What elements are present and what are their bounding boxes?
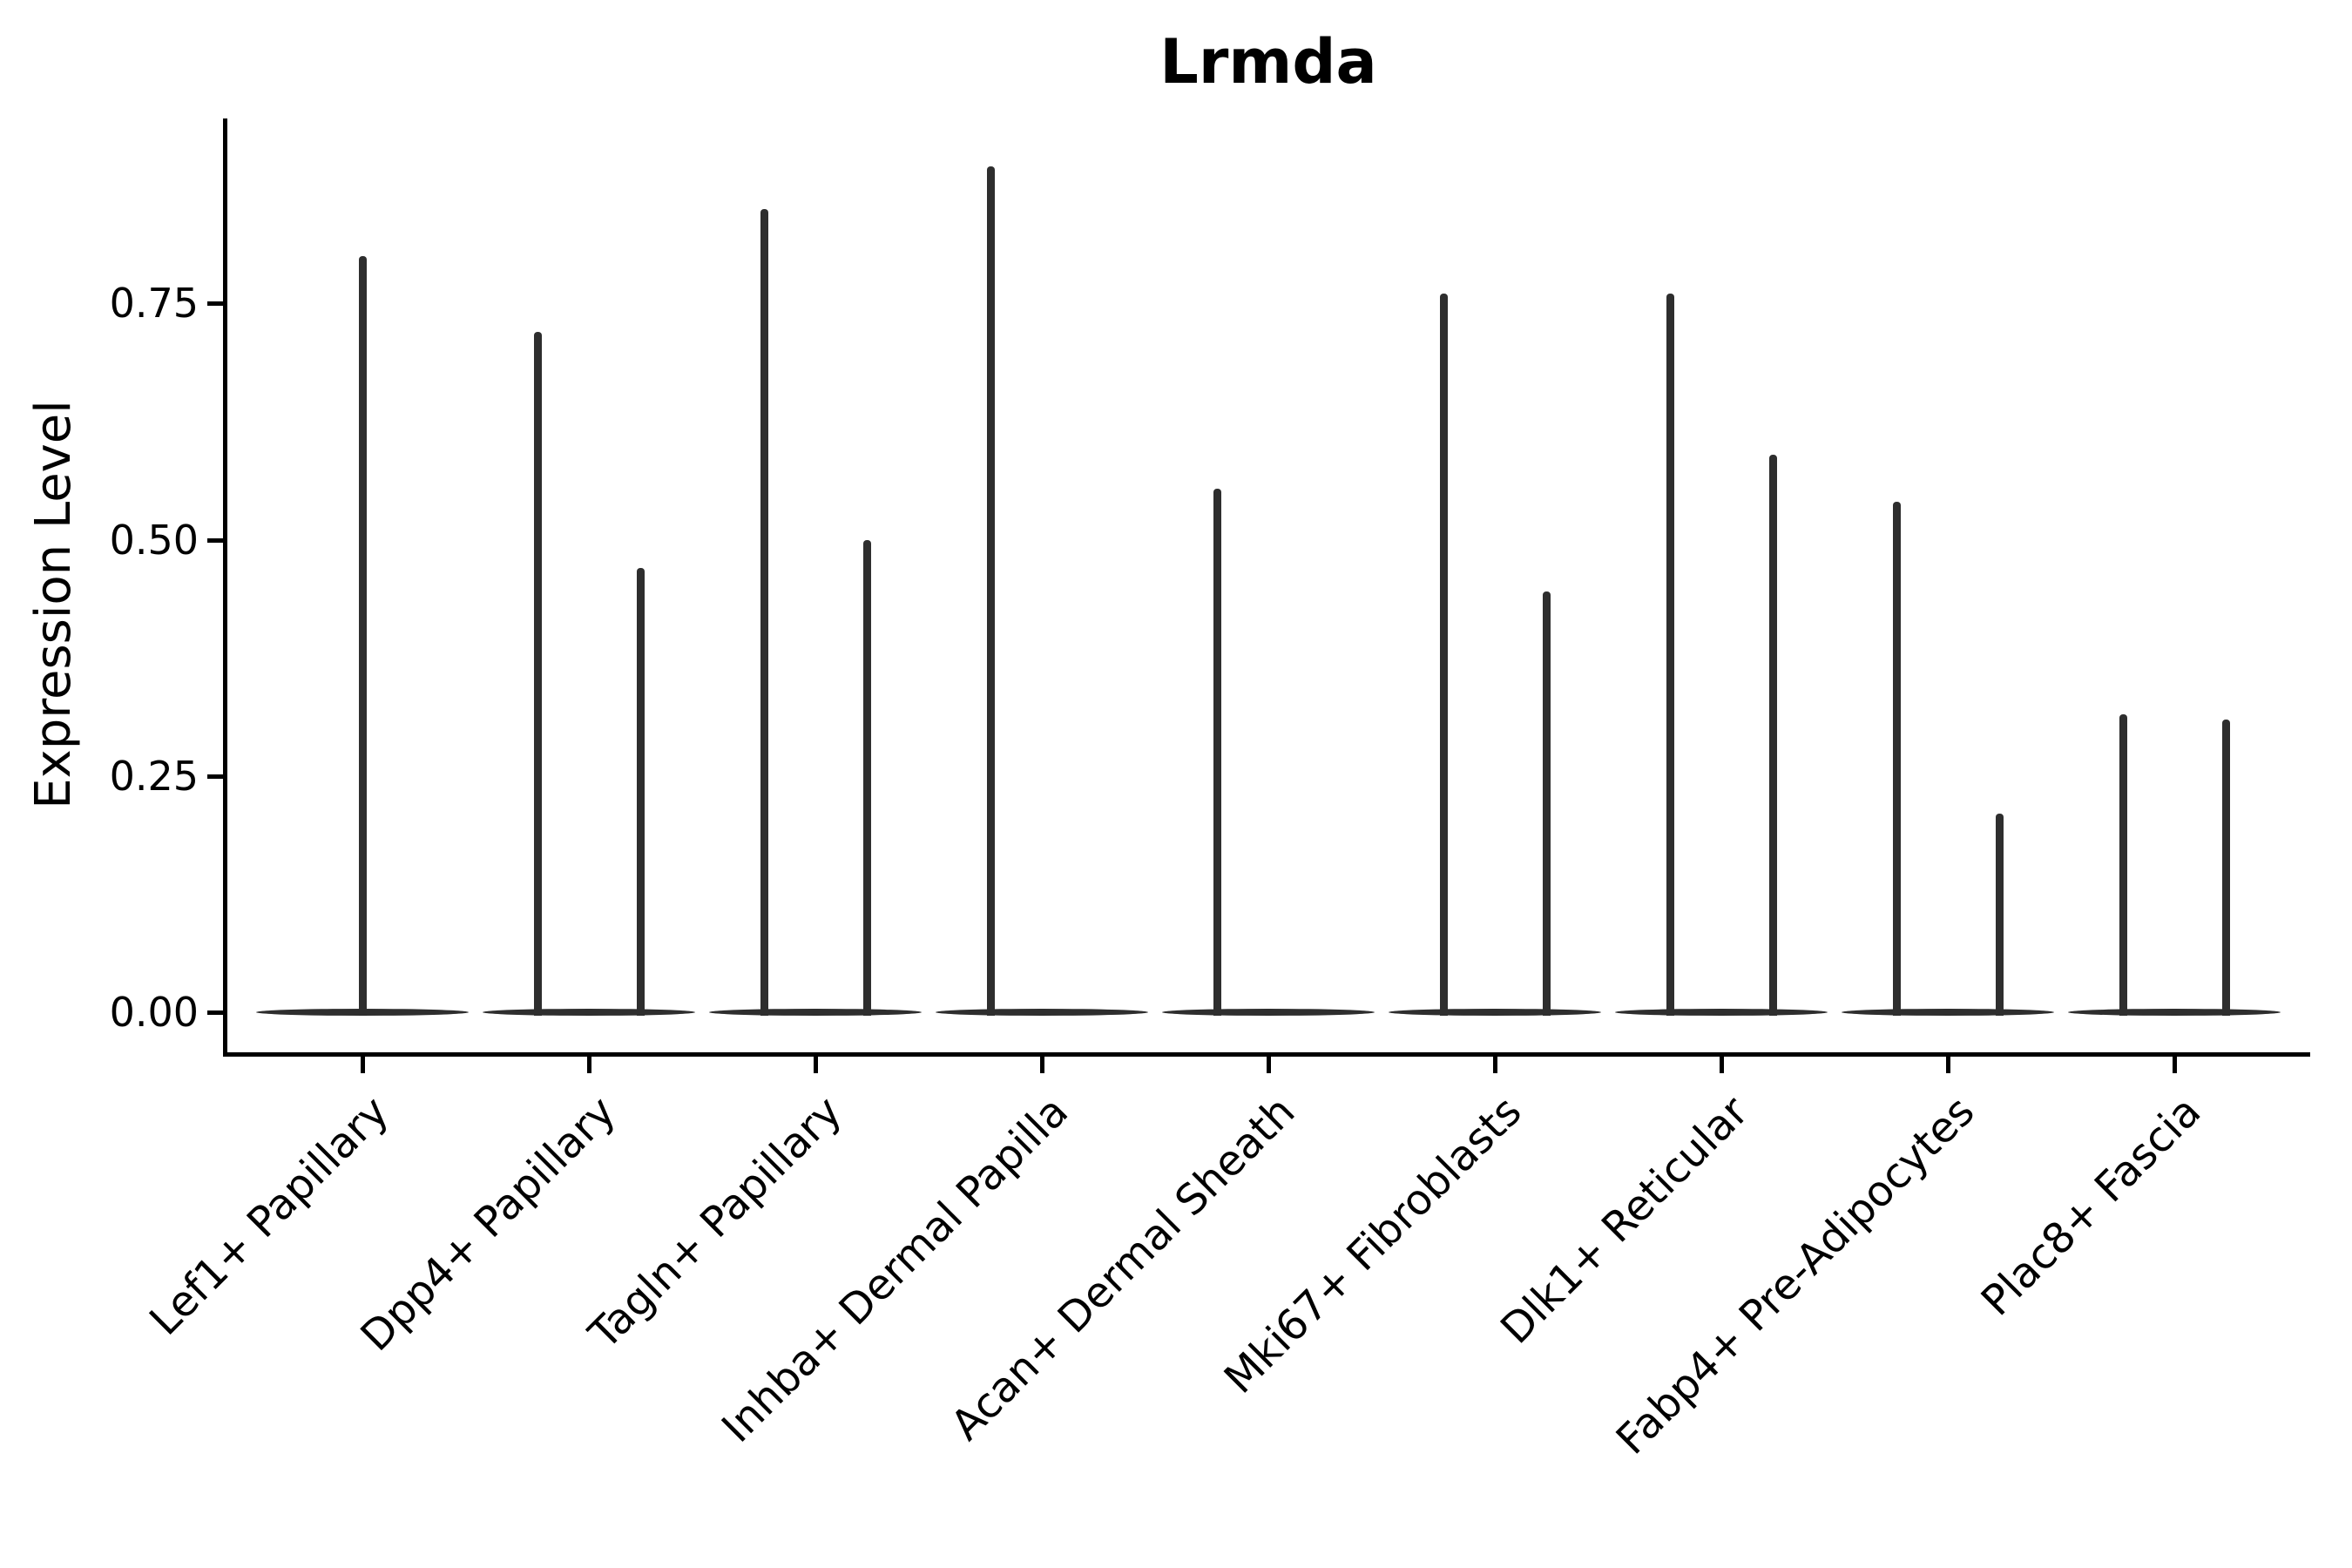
x-tick [814, 1057, 818, 1073]
violin-spike [359, 256, 367, 1016]
y-tick-label: 0.75 [109, 280, 199, 328]
violin-baseline [2068, 1009, 2281, 1016]
y-tick [207, 537, 223, 543]
y-axis-spine [223, 118, 227, 1057]
x-tick [1720, 1057, 1724, 1073]
violin-spike [1996, 814, 2004, 1016]
x-tick [2173, 1057, 2177, 1073]
x-tick [361, 1057, 365, 1073]
y-tick-label: 0.50 [109, 516, 199, 564]
violin-baseline [1162, 1009, 1375, 1016]
violin-spike [1440, 294, 1448, 1016]
violin-baseline [1615, 1009, 1828, 1016]
plot-title: Lrmda [1159, 26, 1377, 98]
violin-baseline [709, 1009, 922, 1016]
y-tick-label: 0.25 [109, 752, 199, 800]
x-tick [1493, 1057, 1497, 1073]
y-tick-label: 0.00 [109, 989, 199, 1036]
x-tick [1267, 1057, 1271, 1073]
violin-spike [1666, 294, 1674, 1016]
violin-baseline [483, 1009, 695, 1016]
violin-baseline [936, 1009, 1148, 1016]
y-tick [207, 301, 223, 307]
violin-spike [2222, 719, 2230, 1016]
violin-spike [534, 331, 542, 1016]
x-tick-label: Dlk1+ Reticular [1490, 1086, 1758, 1354]
x-tick-label: Plac8+ Fascia [1971, 1086, 2211, 1326]
violin-spike [1769, 454, 1777, 1016]
x-axis-spine [223, 1052, 2310, 1057]
violin-baseline [1842, 1009, 2054, 1016]
x-tick-label: Tagln+ Papillary [579, 1086, 852, 1359]
y-tick [207, 1010, 223, 1015]
x-tick [587, 1057, 591, 1073]
violin-baseline [1389, 1009, 1601, 1016]
violin-spike [987, 166, 995, 1016]
violin-spike [760, 208, 768, 1016]
x-tick [1946, 1057, 1950, 1073]
violin-spike [637, 568, 645, 1016]
violin-spike [1213, 488, 1221, 1016]
violin-spike [863, 539, 871, 1016]
violin-spike [1543, 591, 1551, 1016]
x-tick-label: Dpp4+ Papillary [351, 1086, 625, 1361]
y-tick [207, 774, 223, 779]
violin-spike [1893, 502, 1901, 1016]
y-axis-label: Expression Level [25, 400, 82, 809]
violin-spike [2119, 714, 2127, 1016]
x-tick [1040, 1057, 1044, 1073]
x-tick-label: Lef1+ Papillary [140, 1086, 399, 1345]
